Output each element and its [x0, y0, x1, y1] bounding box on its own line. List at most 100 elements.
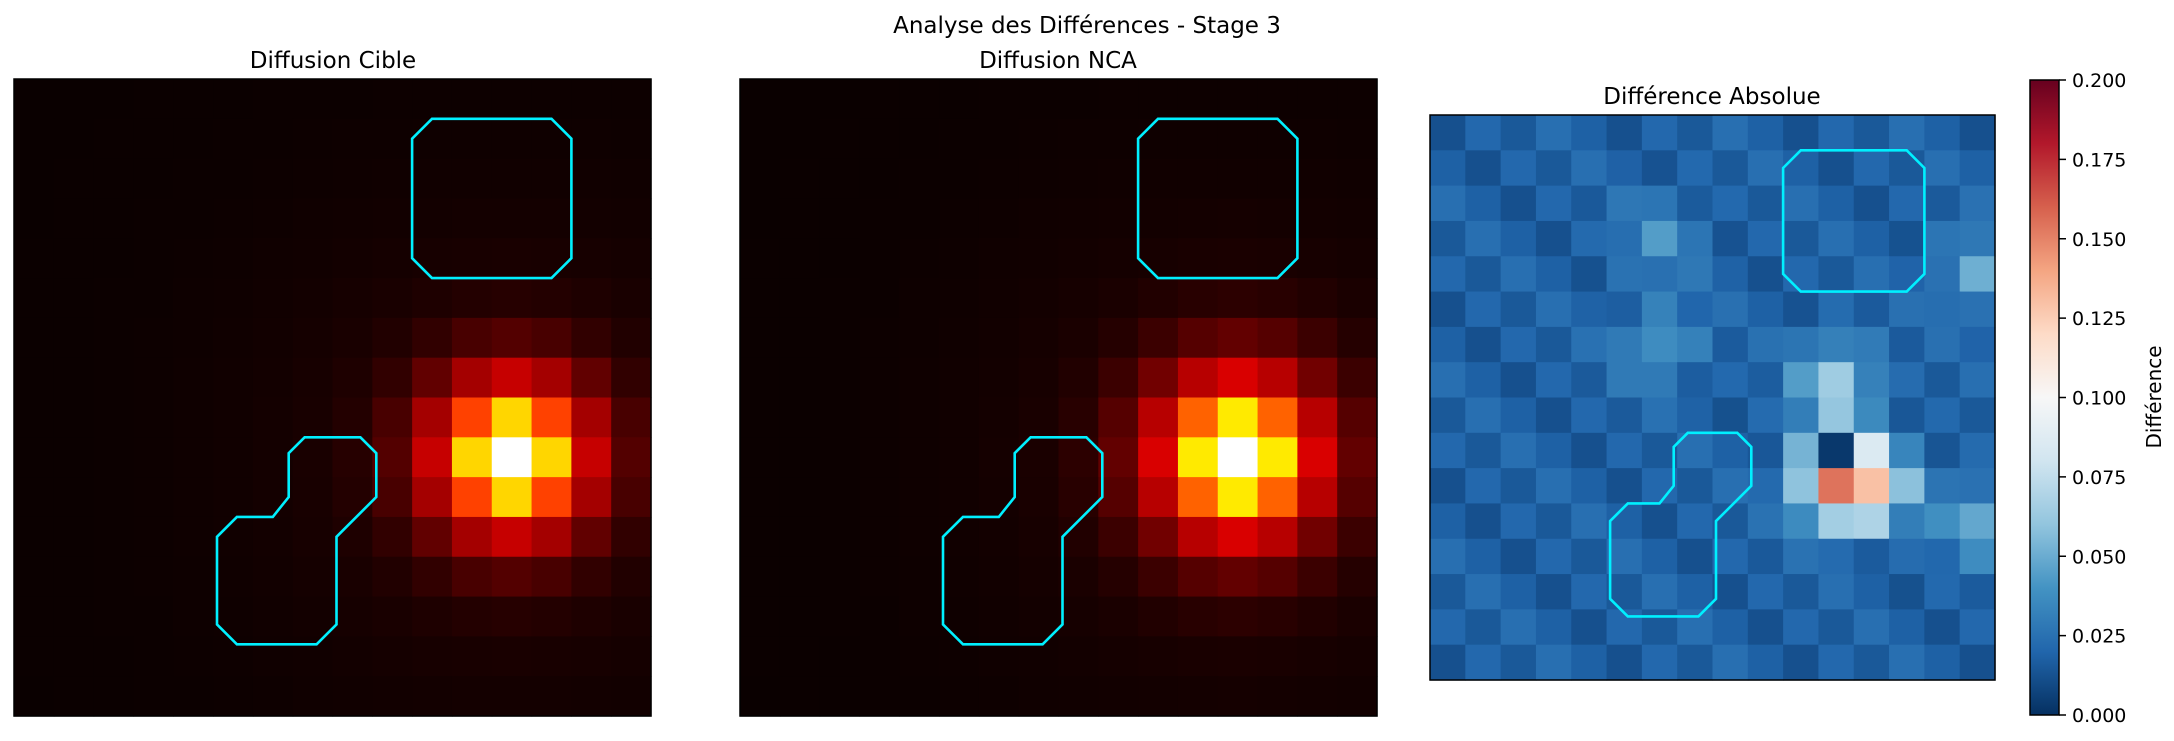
heat-cell [611, 317, 652, 359]
heat-cell [1959, 326, 1996, 363]
heat-cell [1924, 326, 1961, 363]
heat-cell [14, 278, 55, 319]
heat-cell [1818, 362, 1855, 399]
heat-cell [292, 278, 334, 319]
heat-cell [819, 397, 861, 438]
heat-cell [1535, 362, 1572, 399]
heat-cell [571, 158, 612, 200]
heat-cell [1606, 326, 1643, 363]
heat-cell [1500, 644, 1537, 681]
heat-cell [133, 317, 174, 359]
heat-cell [252, 437, 294, 478]
obstacle-blob-outline [941, 435, 1104, 646]
heat-cell [332, 477, 373, 518]
heat-cell [1138, 238, 1179, 279]
heat-cell [1712, 397, 1749, 434]
heat-cell [292, 556, 334, 598]
heat-cell [93, 636, 135, 677]
heat-cell [332, 556, 373, 598]
heat-cell [173, 158, 214, 200]
heat-cell [1677, 185, 1714, 222]
heat-cell [1641, 326, 1678, 363]
heat-cell [531, 357, 572, 399]
heat-cell [332, 357, 373, 399]
heat-cell [531, 596, 572, 637]
heat-cell [1783, 256, 1820, 293]
heat-cell [1337, 596, 1378, 637]
heat-cell [978, 317, 1020, 359]
heat-cell [1641, 291, 1678, 328]
heat-cell [1889, 468, 1925, 505]
heat-cell [332, 278, 373, 319]
heat-cell [252, 397, 294, 438]
heat-cell [252, 676, 294, 717]
heat-cell [1818, 644, 1855, 681]
heat-cell [939, 397, 980, 438]
heat-cell [819, 158, 861, 200]
heat-cell [1818, 538, 1855, 575]
heat-cell [1818, 503, 1855, 540]
heat-cell [1430, 397, 1466, 434]
heat-cell [1465, 432, 1502, 469]
heat-cell [819, 676, 861, 717]
heat-cell [1058, 636, 1099, 677]
heat-cell [1098, 158, 1139, 200]
heat-cell [1712, 538, 1749, 575]
heat-cell [1297, 477, 1338, 518]
heat-cell [1677, 397, 1714, 434]
heat-cell [1465, 644, 1502, 681]
heat-cell [1337, 397, 1378, 438]
heat-cell [1606, 397, 1643, 434]
heat-cell [491, 278, 533, 319]
heat-cell [899, 397, 940, 438]
heat-cell [1217, 198, 1259, 239]
heat-cell [1783, 150, 1820, 187]
heat-cell [93, 397, 135, 438]
heat-cell [1177, 477, 1219, 518]
heat-cell [819, 636, 861, 677]
heat-cell [412, 596, 453, 637]
heat-cell [531, 238, 572, 279]
heat-cell [978, 636, 1020, 677]
heat-cell [1337, 198, 1378, 239]
heat-cell [252, 477, 294, 518]
heat-cell [1783, 609, 1820, 646]
heat-cell [412, 238, 453, 279]
heat-cell [1297, 397, 1338, 438]
heat-cell [1959, 574, 1996, 610]
heat-cell [252, 357, 294, 399]
heat-cell [491, 198, 533, 239]
heat-cell [740, 437, 781, 478]
heat-cell [133, 357, 174, 399]
heat-cell [1959, 468, 1996, 505]
heat-cell [133, 198, 174, 239]
heat-cell [1297, 79, 1338, 120]
heat-cell [939, 238, 980, 279]
heat-cell [1783, 432, 1820, 469]
heat-cell [1959, 115, 1996, 151]
heat-cell [1641, 397, 1678, 434]
heat-cell [1818, 115, 1855, 151]
heat-cell [531, 397, 572, 438]
heat-cell [133, 676, 174, 717]
heat-cell [1018, 198, 1060, 239]
heat-cell [1098, 556, 1139, 598]
heat-cell [1677, 644, 1714, 681]
heat-cell [1889, 220, 1925, 257]
heat-cell [1783, 220, 1820, 257]
heat-cell [1783, 185, 1820, 222]
heat-cell [1337, 676, 1378, 717]
heat-cell [133, 556, 174, 598]
heat-cell [1337, 238, 1378, 279]
heat-cell [213, 278, 254, 319]
heat-cell [1747, 256, 1784, 293]
heat-cell [1924, 115, 1961, 151]
heat-cell [1712, 609, 1749, 646]
colorbar-tick-label: 0.150 [2072, 229, 2126, 251]
heat-cell [1853, 538, 1890, 575]
heat-cell [740, 278, 781, 319]
heat-cell [740, 676, 781, 717]
heat-cell [14, 397, 55, 438]
heat-cell [1641, 256, 1678, 293]
heat-cell [292, 397, 334, 438]
